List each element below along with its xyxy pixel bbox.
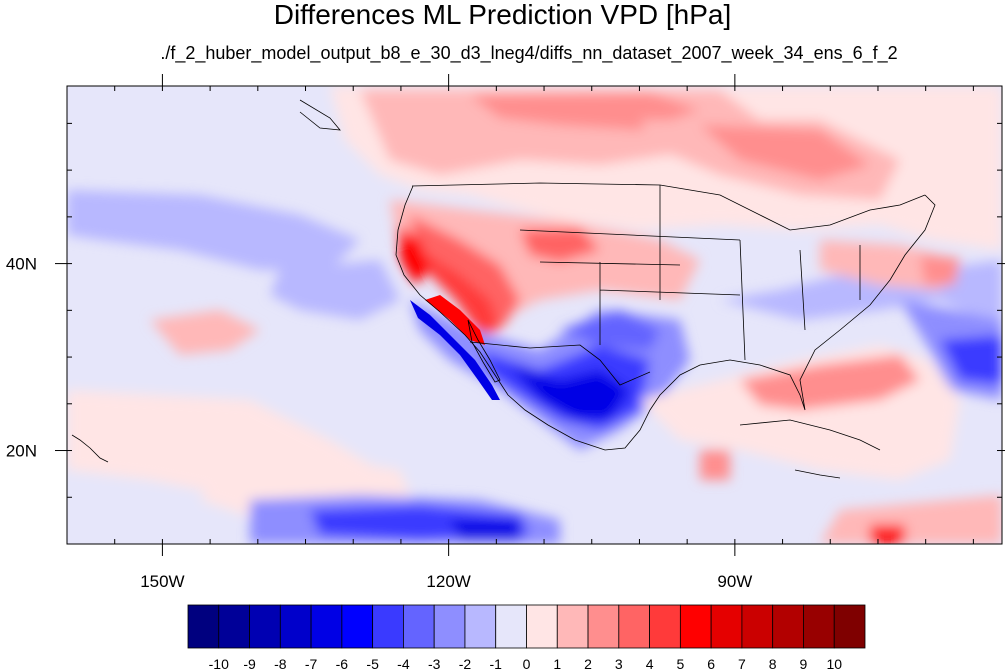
colorbar-label: 4 <box>646 656 654 672</box>
colorbar-swatch <box>495 604 527 649</box>
map-field <box>67 86 1002 544</box>
colorbar-label: -1 <box>490 656 503 672</box>
colorbar-swatch <box>556 604 589 649</box>
colorbar-swatch <box>772 604 804 649</box>
lon-tick-label: 90W <box>717 572 752 591</box>
colorbar-swatch <box>649 604 681 649</box>
colorbar-label: 0 <box>523 656 531 672</box>
colorbar-label: 6 <box>707 656 715 672</box>
colorbar-swatch <box>341 604 374 649</box>
colorbar-swatch <box>433 604 466 649</box>
baja-negative-band <box>410 300 500 400</box>
lon-tick-label: 120W <box>426 572 470 591</box>
colorbar-label: 7 <box>738 656 746 672</box>
colorbar-swatch <box>187 604 220 649</box>
colorbar-label: -10 <box>209 656 229 672</box>
colorbar-swatch <box>372 604 404 649</box>
map-subtitle: ./f_2_huber_model_output_b8_e_30_d3_lneg… <box>160 43 898 63</box>
colorbar-label: 2 <box>584 656 592 672</box>
colorbar-swatch <box>403 604 435 649</box>
colorbar-label: -9 <box>243 656 256 672</box>
lat-tick-label: 20N <box>6 442 37 461</box>
map-frame <box>66 85 1003 545</box>
map-title: Differences ML Prediction VPD [hPa] <box>273 0 732 30</box>
lon-tick-label: 150W <box>140 572 184 591</box>
colorbar-swatch <box>710 604 743 649</box>
colorbar-swatch <box>587 604 620 649</box>
colorbar-swatch <box>618 604 650 649</box>
colorbar-label: -2 <box>459 656 472 672</box>
colorbar-swatch <box>741 604 774 649</box>
colorbar-label: 5 <box>676 656 684 672</box>
lat-tick-label: 40N <box>6 255 37 274</box>
colorbar-swatch <box>249 604 281 649</box>
colorbar-label: 10 <box>826 656 842 672</box>
colorbar-label: -5 <box>366 656 379 672</box>
colorbar-label: 1 <box>553 656 561 672</box>
colorbar-label: 3 <box>615 656 623 672</box>
colorbar-label: -7 <box>305 656 318 672</box>
colorbar-swatch <box>679 604 712 649</box>
coastlines <box>71 99 936 479</box>
colorbar-swatch <box>526 604 558 649</box>
colorbar-swatch <box>218 604 250 649</box>
colorbar-swatch <box>310 604 343 649</box>
colorbar-label: -3 <box>428 656 441 672</box>
colorbar-swatch <box>464 604 497 649</box>
map-ticks: 150W 120W 90W 20N 40N <box>6 74 1005 591</box>
colorbar-label: -8 <box>274 656 287 672</box>
colorbar-swatch <box>803 604 835 649</box>
colorbar-swatch <box>279 604 312 649</box>
colorbar-label: -4 <box>397 656 410 672</box>
colorbar-label: 8 <box>769 656 777 672</box>
colorbar-label: -6 <box>336 656 349 672</box>
colorbar-swatch <box>833 604 866 649</box>
colorbar: -10 -9 -8 -7 -6 -5 -4 -3 -2 -1 0 1 2 3 4 5 6 7 8 9 10 <box>187 604 866 672</box>
colorbar-label: 9 <box>800 656 808 672</box>
